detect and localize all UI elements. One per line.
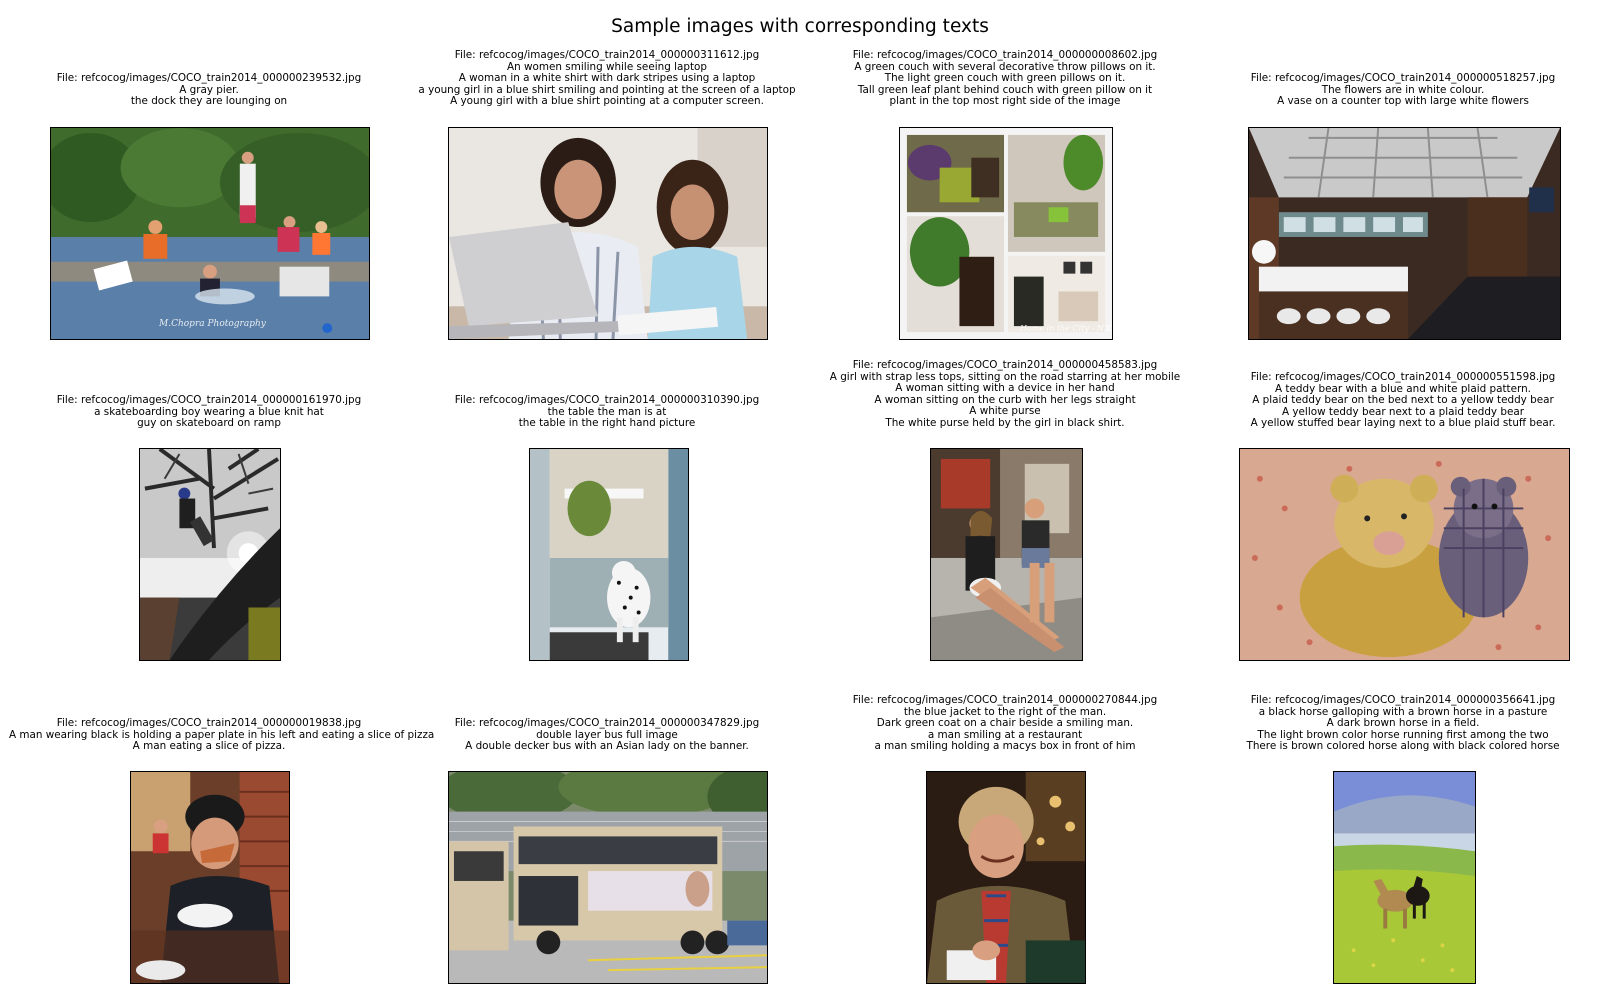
panel-caption: File: refcocog/images/COCO_train2014_000… — [407, 394, 807, 430]
caption-text: A dark brown horse in a field. — [1326, 717, 1480, 730]
image-panel-10: File: refcocog/images/COCO_train2014_000… — [407, 643, 807, 984]
caption-text: A woman sitting on the curb with her leg… — [874, 393, 1136, 406]
caption-text: Tall green leaf plant behind couch with … — [857, 83, 1153, 96]
image-panel-6: File: refcocog/images/COCO_train2014_000… — [407, 320, 807, 661]
panel-caption: File: refcocog/images/COCO_train2014_000… — [407, 717, 807, 753]
caption-text: plant in the top most right side of the … — [889, 95, 1121, 108]
photo-double-decker-bus — [448, 771, 768, 984]
file-name-label: File: refcocog/images/COCO_train2014_000… — [454, 717, 760, 729]
photo-laptop — [448, 127, 768, 340]
caption-text: a young girl in a blue shirt smiling and… — [418, 83, 796, 96]
file-name-label: File: refcocog/images/COCO_train2014_000… — [852, 694, 1158, 706]
image-panel-4: File: refcocog/images/COCO_train2014_000… — [1203, 0, 1600, 340]
caption-text: A white purse — [969, 405, 1041, 418]
caption-text: A double decker bus with an Asian lady o… — [465, 740, 749, 753]
panel-caption: File: refcocog/images/COCO_train2014_000… — [805, 49, 1205, 108]
caption-text: A woman sitting with a device in her han… — [895, 382, 1115, 395]
panel-caption: File: refcocog/images/COCO_train2014_000… — [805, 359, 1205, 430]
file-name-label: File: refcocog/images/COCO_train2014_000… — [56, 72, 362, 84]
file-name-label: File: refcocog/images/COCO_train2014_000… — [454, 49, 760, 61]
file-name-label: File: refcocog/images/COCO_train2014_000… — [1250, 371, 1556, 383]
caption-text: A woman in a white shirt with dark strip… — [458, 72, 756, 85]
photo-pier-people: M.Chopra Photography — [50, 127, 370, 340]
image-panel-5: File: refcocog/images/COCO_train2014_000… — [9, 320, 409, 661]
caption-text: double layer bus full image — [536, 728, 678, 741]
caption-text: the table in the right hand picture — [518, 417, 696, 430]
image-panel-1: File: refcocog/images/COCO_train2014_000… — [9, 0, 409, 340]
figure-title: Sample images with corresponding texts — [611, 16, 989, 37]
image-panel-7: File: refcocog/images/COCO_train2014_000… — [805, 320, 1205, 661]
image-panel-8: File: refcocog/images/COCO_train2014_000… — [1203, 320, 1600, 661]
caption-text: A vase on a counter top with large white… — [1277, 95, 1529, 108]
image-panel-12: File: refcocog/images/COCO_train2014_000… — [1203, 643, 1600, 984]
caption-text: A gray pier. — [179, 83, 239, 96]
caption-text: A plaid teddy bear on the bed next to a … — [1252, 394, 1554, 407]
caption-text: a man smiling holding a macys box in fro… — [874, 740, 1136, 753]
panel-caption: File: refcocog/images/COCO_train2014_000… — [1203, 694, 1600, 753]
caption-text: A green couch with several decorative th… — [854, 60, 1156, 73]
file-name-label: File: refcocog/images/COCO_train2014_000… — [852, 359, 1158, 371]
image-panel-3: File: refcocog/images/COCO_train2014_000… — [805, 0, 1205, 340]
caption-text: A girl with strap less tops, sitting on … — [829, 370, 1181, 383]
photo-interior-collage: Home in the City - N.K. — [899, 127, 1113, 340]
caption-text: guy on skateboard on ramp — [137, 417, 281, 430]
panel-caption: File: refcocog/images/COCO_train2014_000… — [1203, 371, 1600, 430]
image-panel-9: File: refcocog/images/COCO_train2014_000… — [9, 643, 435, 984]
photo-smiling-man — [926, 771, 1086, 984]
caption-text: a black horse galloping with a brown hor… — [1258, 705, 1548, 718]
file-name-label: File: refcocog/images/COCO_train2014_000… — [1250, 72, 1556, 84]
image-panel-2: File: refcocog/images/COCO_train2014_000… — [407, 0, 807, 340]
caption-text: A teddy bear with a blue and white plaid… — [1275, 382, 1531, 395]
caption-text: A yellow teddy bear next to a plaid tedd… — [1281, 405, 1525, 418]
panel-caption: File: refcocog/images/COCO_train2014_000… — [9, 394, 409, 430]
caption-text: There is brown colored horse along with … — [1246, 740, 1560, 753]
photo-dalmatian — [529, 448, 689, 661]
caption-text: The light brown color horse running firs… — [1257, 728, 1549, 741]
image-panel-11: File: refcocog/images/COCO_train2014_000… — [805, 643, 1205, 984]
caption-text: the table the man is at — [547, 405, 667, 418]
file-name-label: File: refcocog/images/COCO_train2014_000… — [56, 717, 362, 729]
caption-text: A yellow stuffed bear laying next to a b… — [1250, 417, 1556, 430]
file-name-label: File: refcocog/images/COCO_train2014_000… — [1250, 694, 1556, 706]
caption-text: a skateboarding boy wearing a blue knit … — [94, 405, 324, 418]
file-name-label: File: refcocog/images/COCO_train2014_000… — [454, 394, 760, 406]
caption-text: The flowers are in white colour. — [1321, 83, 1485, 96]
caption-text: A man eating a slice of pizza. — [132, 740, 286, 753]
photo-watermark: Home in the City - N.K. — [1020, 324, 1113, 333]
photo-bathroom — [1248, 127, 1561, 340]
panel-caption: File: refcocog/images/COCO_train2014_000… — [1203, 72, 1600, 108]
caption-text: A man wearing black is holding a paper p… — [9, 728, 435, 741]
panel-caption: File: refcocog/images/COCO_train2014_000… — [805, 694, 1205, 753]
caption-text: An women smiling while seeing laptop — [507, 60, 707, 73]
file-name-label: File: refcocog/images/COCO_train2014_000… — [56, 394, 362, 406]
photo-watermark: M.Chopra Photography — [159, 319, 266, 329]
photo-women-curb — [930, 448, 1083, 661]
panel-caption: File: refcocog/images/COCO_train2014_000… — [9, 72, 409, 108]
caption-text: the dock they are lounging on — [130, 95, 288, 108]
caption-text: Dark green coat on a chair beside a smil… — [876, 717, 1134, 730]
photo-teddy-bears — [1239, 448, 1570, 661]
photo-pizza-man — [130, 771, 290, 984]
caption-text: a man smiling at a restaurant — [927, 728, 1083, 741]
caption-text: the blue jacket to the right of the man. — [903, 705, 1107, 718]
photo-horses — [1333, 771, 1476, 984]
photo-skateboarder — [139, 448, 281, 661]
file-name-label: File: refcocog/images/COCO_train2014_000… — [852, 49, 1158, 61]
caption-text: The light green couch with green pillows… — [884, 72, 1126, 85]
caption-text: A young girl with a blue shirt pointing … — [450, 95, 764, 108]
caption-text: The white purse held by the girl in blac… — [885, 416, 1125, 429]
panel-caption: File: refcocog/images/COCO_train2014_000… — [407, 49, 807, 108]
panel-caption: File: refcocog/images/COCO_train2014_000… — [9, 717, 435, 753]
